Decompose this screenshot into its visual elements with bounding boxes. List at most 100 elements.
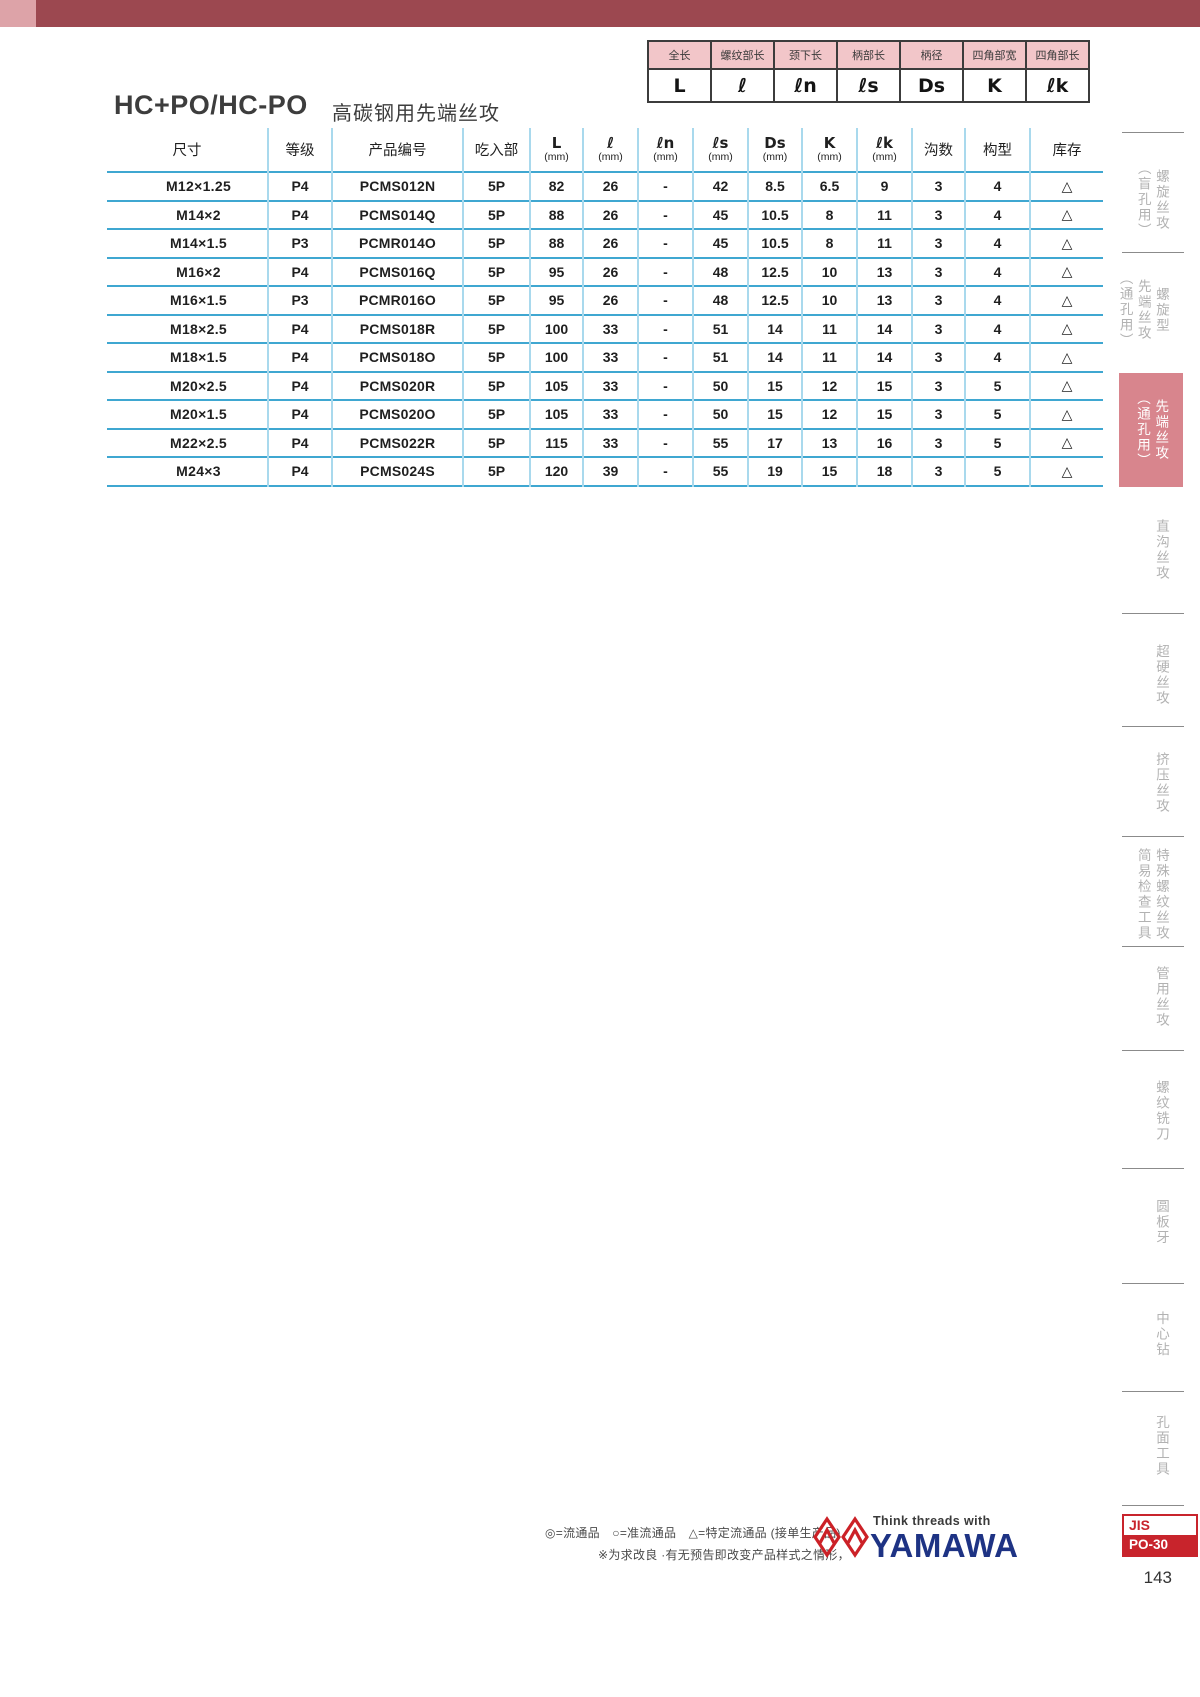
sidebar-divider xyxy=(1122,1505,1184,1506)
cell: 3 xyxy=(911,257,965,286)
cell: 15 xyxy=(856,400,912,429)
sidebar-tab-special-thread-tap-gauge: 特殊螺纹丝攻 简易检查工具 xyxy=(1135,847,1169,941)
brand-name: YAMAWA xyxy=(870,1527,1019,1564)
jis-standard-badge: JIS PO-30 xyxy=(1122,1514,1198,1557)
stock-symbol: △ xyxy=(1029,257,1103,286)
cell: 45 xyxy=(692,229,748,258)
legend-col-Ds: 柄径 Ds xyxy=(899,42,962,101)
col-header-symbol: ℓn xyxy=(656,133,675,152)
cell: - xyxy=(637,343,693,372)
legend-label: 四角部长 xyxy=(1027,42,1088,70)
spec-table: 尺寸 等级 产品编号 吃入部 L (mm) ℓ (mm) ℓn (mm) ℓs (mm) Ds (mm) K… xyxy=(107,128,1103,487)
cell: 5 xyxy=(964,457,1030,486)
legend-label: 全长 xyxy=(649,42,710,70)
cell: 18 xyxy=(856,457,912,486)
cell: 8 xyxy=(801,200,857,229)
cell: 5 xyxy=(964,428,1030,457)
cell: - xyxy=(637,286,693,315)
cell: 17 xyxy=(747,428,802,457)
cell: PCMS012N xyxy=(331,172,463,201)
legend-label: 螺纹部长 xyxy=(712,42,773,70)
cell: 33 xyxy=(582,343,638,372)
cell: P3 xyxy=(267,229,332,258)
sidebar-divider xyxy=(1122,726,1184,727)
spec-row-M24×3: M24×3 P4 PCMS024S 5P 120 39-55 19 15 18 3 5 △ xyxy=(107,457,1103,486)
cell: 4 xyxy=(964,172,1030,201)
jis-label: JIS xyxy=(1129,1517,1151,1533)
cell: 33 xyxy=(582,314,638,343)
spec-row-M12×1.25: M12×1.25 P4 PCMS012N 5P 82 26-42 8.5 6.5 9 3 4 △ xyxy=(107,172,1103,201)
sidebar-divider xyxy=(1122,252,1184,253)
cell: 4 xyxy=(964,343,1030,372)
spec-row-M20×2.5: M20×2.5 P4 PCMS020R 5P 105 33-50 15 12 15 3 5 △ xyxy=(107,371,1103,400)
stock-symbol: △ xyxy=(1029,286,1103,315)
col-header-构型: 构型 xyxy=(964,128,1030,172)
cell: - xyxy=(637,428,693,457)
cell: 12 xyxy=(801,371,857,400)
cell: 3 xyxy=(911,172,965,201)
legend-col-L: 全长 L xyxy=(649,42,710,101)
cell: 115 xyxy=(529,428,583,457)
col-header-K: K (mm) xyxy=(801,128,857,172)
col-header-库存: 库存 xyxy=(1029,128,1103,172)
sidebar-tab-center-drill: 中心钻 xyxy=(1154,1310,1169,1358)
cell: 12.5 xyxy=(747,257,802,286)
legend-label: 颈下长 xyxy=(775,42,836,70)
cell: P4 xyxy=(267,400,332,429)
cell: P4 xyxy=(267,457,332,486)
col-header-L: L (mm) xyxy=(529,128,583,172)
stock-symbol: △ xyxy=(1029,428,1103,457)
cell: 33 xyxy=(582,371,638,400)
stock-symbol: △ xyxy=(1029,229,1103,258)
cell: PCMS024S xyxy=(331,457,463,486)
col-header-symbol: ℓk xyxy=(875,133,894,152)
legend-symbol: K xyxy=(987,74,1002,97)
cell: 100 xyxy=(529,314,583,343)
col-header-unit: (mm) xyxy=(544,150,569,163)
col-header-ℓs: ℓs (mm) xyxy=(692,128,748,172)
stock-symbol: △ xyxy=(1029,371,1103,400)
cell: - xyxy=(637,172,693,201)
cell: 26 xyxy=(582,286,638,315)
sidebar-divider xyxy=(1122,1283,1184,1284)
cell: 100 xyxy=(529,343,583,372)
disclaimer-note: ※为求改良 ·有无预告即改变产品样式之情形， xyxy=(598,1548,850,1562)
cell: 55 xyxy=(692,457,748,486)
cell: 51 xyxy=(692,314,748,343)
cell: P3 xyxy=(267,286,332,315)
cell: 5P xyxy=(462,314,530,343)
brand-tagline: Think threads with xyxy=(873,1514,991,1528)
page-title-chinese: 高碳钢用先端丝攻 xyxy=(332,103,500,125)
cell: 13 xyxy=(856,286,912,315)
cell: 33 xyxy=(582,400,638,429)
legend-col-ℓs: 柄部长 ℓs xyxy=(836,42,899,101)
cell: 8.5 xyxy=(747,172,802,201)
cell: - xyxy=(637,200,693,229)
col-header-unit: (mm) xyxy=(598,150,623,163)
legend-symbol: ℓs xyxy=(858,74,879,97)
cell: 14 xyxy=(856,314,912,343)
header-row: 尺寸 等级 产品编号 吃入部 L (mm) ℓ (mm) ℓn (mm) ℓs (mm) Ds (mm) K… xyxy=(107,128,1103,172)
col-header-ℓ: ℓ (mm) xyxy=(582,128,638,172)
legend-col-ℓ: 螺纹部长 ℓ xyxy=(710,42,773,101)
cell: 15 xyxy=(747,371,802,400)
cell: 50 xyxy=(692,400,748,429)
stock-symbol: △ xyxy=(1029,343,1103,372)
legend-symbol: L xyxy=(673,74,686,97)
cell: 3 xyxy=(911,400,965,429)
cell: 95 xyxy=(529,286,583,315)
cell: - xyxy=(637,457,693,486)
cell: 14 xyxy=(747,343,802,372)
cell: M16×1.5 xyxy=(170,292,227,309)
cell: M16×2 xyxy=(176,263,221,280)
col-header-沟数: 沟数 xyxy=(911,128,965,172)
cell: 39 xyxy=(582,457,638,486)
sidebar-divider xyxy=(1122,1050,1184,1051)
legend-col-ℓk: 四角部长 ℓk xyxy=(1025,42,1088,101)
cell: 5 xyxy=(964,400,1030,429)
sidebar-tab-hole-surface-tools: 孔面工具 xyxy=(1154,1415,1169,1477)
col-header-Ds: Ds (mm) xyxy=(747,128,802,172)
sidebar-tab-round-die: 圆板牙 xyxy=(1154,1198,1169,1246)
col-header-产品编号: 产品编号 xyxy=(331,128,463,172)
legend-symbol: ℓk xyxy=(1046,74,1069,97)
